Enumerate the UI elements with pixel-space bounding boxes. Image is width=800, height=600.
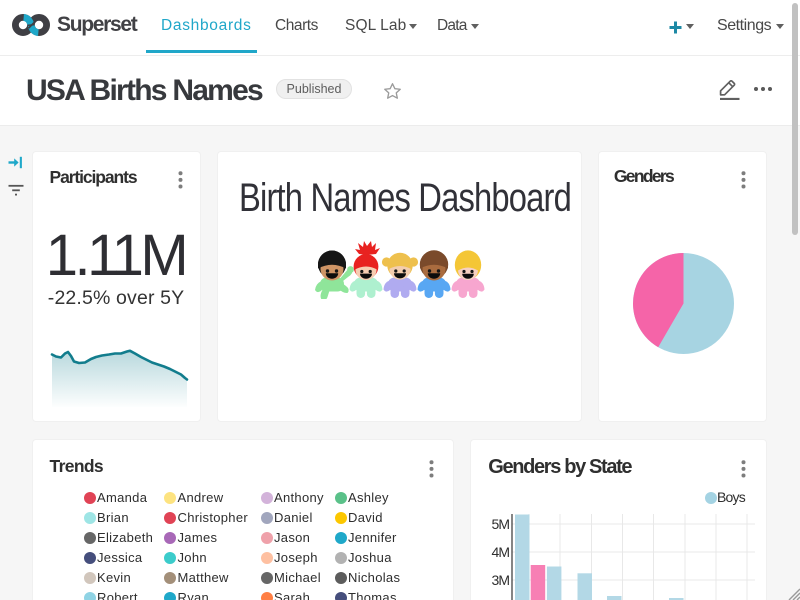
svg-text:4M: 4M bbox=[492, 544, 510, 560]
svg-text:3M: 3M bbox=[492, 572, 510, 588]
svg-text:5M: 5M bbox=[492, 516, 510, 532]
